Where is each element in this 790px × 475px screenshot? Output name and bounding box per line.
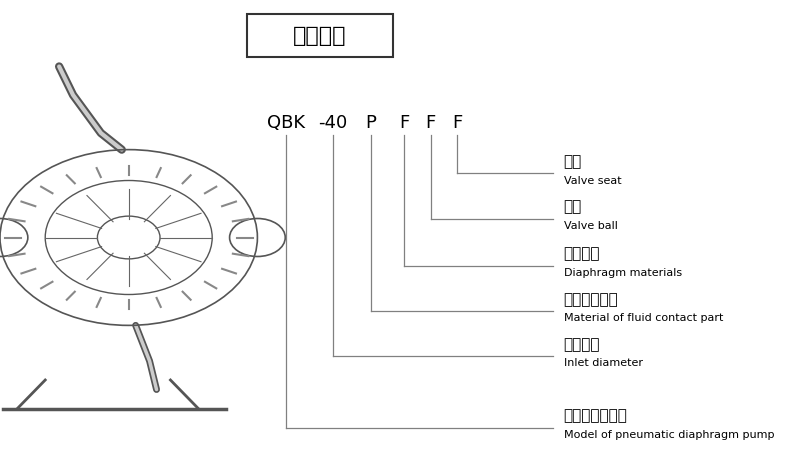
Text: QBK: QBK [267,114,305,133]
Text: 阀球: 阀球 [563,199,582,214]
Text: 进料口径: 进料口径 [563,337,600,352]
Text: 阀座: 阀座 [563,154,582,169]
Text: Model of pneumatic diaphragm pump: Model of pneumatic diaphragm pump [563,429,774,440]
Text: F: F [426,114,436,133]
Text: Valve seat: Valve seat [563,175,621,186]
Text: P: P [365,114,376,133]
Text: Valve ball: Valve ball [563,220,618,231]
Text: Inlet diameter: Inlet diameter [563,358,642,369]
Text: F: F [399,114,409,133]
Text: 隔膜材质: 隔膜材质 [563,247,600,262]
Text: F: F [453,114,463,133]
Text: Material of fluid contact part: Material of fluid contact part [563,313,723,323]
Text: 型号说明: 型号说明 [293,26,347,46]
Text: 过流部件材质: 过流部件材质 [563,292,619,307]
Text: -40: -40 [318,114,348,133]
Text: 气动隔膜泵型号: 气动隔膜泵型号 [563,408,627,423]
Text: Diaphragm materials: Diaphragm materials [563,268,682,278]
